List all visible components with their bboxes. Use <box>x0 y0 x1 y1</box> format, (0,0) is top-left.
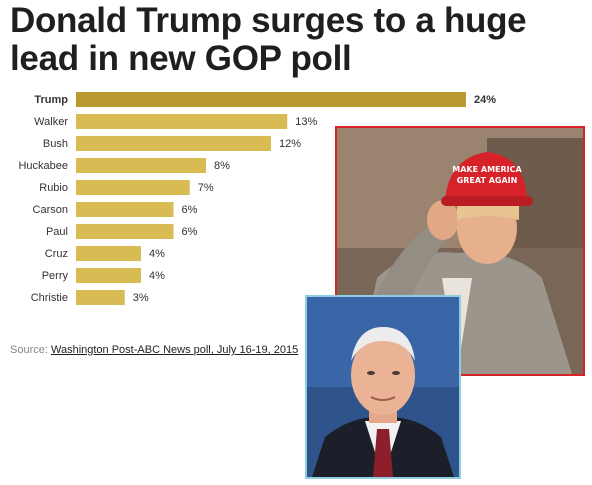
bar-chart: Trump 24% Walker 13% Bush 12% Huckabee 8% Rubio 7… <box>18 92 496 305</box>
category-label-christie: Christie <box>31 292 68 304</box>
source-line: Source: Washington Post-ABC News poll, J… <box>10 344 298 356</box>
category-label-huckabee: Huckabee <box>18 160 68 172</box>
cap-text-line-2: GREAT AGAIN <box>457 176 518 185</box>
headline: Donald Trump surges to a huge lead in ne… <box>10 1 527 78</box>
value-label-carson: 6% <box>182 204 198 216</box>
bar-trump <box>76 92 466 107</box>
value-label-huckabee: 8% <box>214 160 230 172</box>
category-label-paul: Paul <box>46 226 68 238</box>
category-label-trump: Trump <box>34 94 68 106</box>
mccain-photo <box>305 295 461 479</box>
value-label-paul: 6% <box>182 226 198 238</box>
value-label-christie: 3% <box>133 292 149 304</box>
category-label-perry: Perry <box>42 270 69 282</box>
category-label-carson: Carson <box>33 204 68 216</box>
value-label-rubio: 7% <box>198 182 214 194</box>
cap-text-line-1: MAKE AMERICA <box>452 165 522 174</box>
value-label-bush: 12% <box>279 138 301 150</box>
category-label-rubio: Rubio <box>39 182 68 194</box>
bar-paul <box>76 224 174 239</box>
category-label-walker: Walker <box>34 116 68 128</box>
category-label-bush: Bush <box>43 138 68 150</box>
bar-huckabee <box>76 158 206 173</box>
value-label-cruz: 4% <box>149 248 165 260</box>
value-label-walker: 13% <box>295 116 317 128</box>
category-label-cruz: Cruz <box>45 248 68 260</box>
bar-rubio <box>76 180 190 195</box>
bar-walker <box>76 114 288 129</box>
source-label: Source: <box>10 344 48 356</box>
source-link[interactable]: Washington Post-ABC News poll, July 16-1… <box>50 344 299 356</box>
bar-christie <box>76 290 125 305</box>
bar-carson <box>76 202 174 217</box>
bar-bush <box>76 136 271 151</box>
value-label-perry: 4% <box>149 270 165 282</box>
bar-cruz <box>76 246 141 261</box>
bar-perry <box>76 268 141 283</box>
value-label-trump: 24% <box>474 94 496 106</box>
